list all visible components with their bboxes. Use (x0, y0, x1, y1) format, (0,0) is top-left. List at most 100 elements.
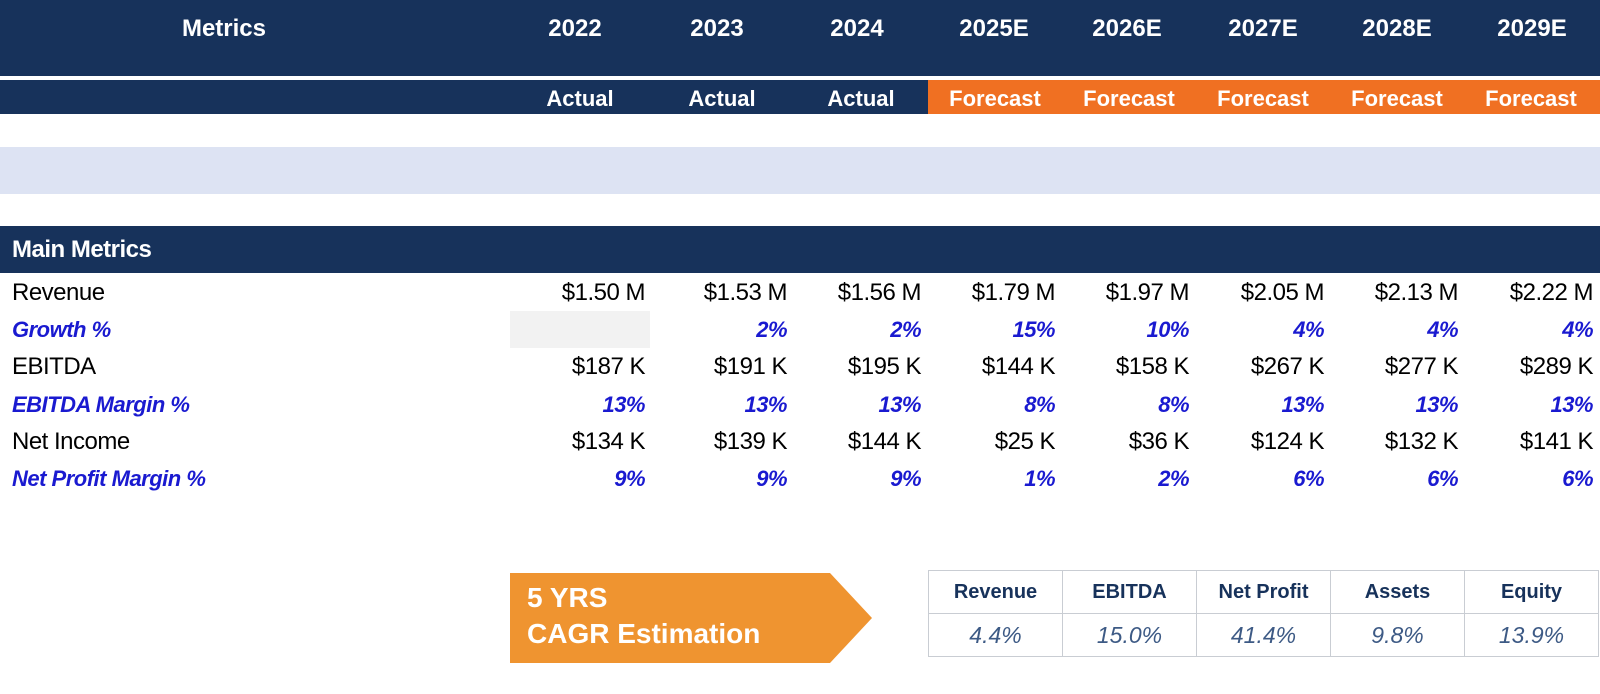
cell-value: $1.97 M (1105, 279, 1190, 306)
cagr-header-row: Revenue EBITDA Net Profit Assets Equity (928, 570, 1599, 614)
year-header: 2024 (830, 15, 884, 42)
row-label: EBITDA (12, 353, 96, 380)
cell-value: 6% (1427, 466, 1458, 491)
cagr-header: EBITDA (1062, 570, 1197, 614)
cell-value: 9% (890, 466, 921, 491)
cell-value: $277 K (1384, 353, 1459, 380)
type-label: Forecast (1083, 86, 1175, 111)
cell-value: $25 K (994, 428, 1056, 455)
cell-value: 4% (1427, 317, 1458, 342)
cagr-value: 15.0% (1062, 613, 1197, 657)
row-label: Net Profit Margin % (12, 466, 206, 491)
cell-value: $134 K (571, 428, 646, 455)
cell-value: $2.13 M (1374, 279, 1459, 306)
cagr-title-line2: CAGR Estimation (527, 618, 761, 649)
year-header: 2026E (1092, 15, 1162, 42)
cell-value: $187 K (571, 353, 646, 380)
table-row-ebitda: EBITDA $187 K $191 K $195 K $144 K $158 … (0, 348, 1600, 385)
cell-value: $139 K (713, 428, 788, 455)
cell-value: $2.05 M (1240, 279, 1325, 306)
cagr-header: Net Profit (1196, 570, 1331, 614)
cell-value: $1.79 M (971, 279, 1056, 306)
cell-value: 6% (1562, 466, 1593, 491)
cell-value: 13% (1550, 392, 1593, 417)
table-row-growth: Growth % 2% 2% 15% 10% 4% 4% 4% (0, 311, 1600, 348)
cell-value: $1.50 M (561, 279, 646, 306)
table-row-ebitda-margin: EBITDA Margin % 13% 13% 13% 8% 8% 13% 13… (0, 386, 1600, 423)
cell-value: 9% (756, 466, 787, 491)
cell-value: $144 K (847, 428, 922, 455)
type-label: Forecast (1217, 86, 1309, 111)
type-label: Forecast (1351, 86, 1443, 111)
cell-value: 4% (1562, 317, 1593, 342)
cell-value: 15% (1012, 317, 1055, 342)
section-title: Main Metrics (12, 236, 152, 263)
cagr-value: 13.9% (1464, 613, 1599, 657)
cagr-title-line1: 5 YRS (527, 582, 608, 613)
header-bar (0, 0, 1600, 76)
cell-value: 6% (1293, 466, 1324, 491)
cagr-value: 41.4% (1196, 613, 1331, 657)
cell-value: $267 K (1250, 353, 1325, 380)
type-label: Actual (688, 86, 756, 111)
cagr-header: Revenue (928, 570, 1063, 614)
cagr-value: 9.8% (1330, 613, 1465, 657)
cell-value: 8% (1024, 392, 1055, 417)
cell-value: $2.22 M (1509, 279, 1594, 306)
cell-value: $132 K (1384, 428, 1459, 455)
forecast-band (928, 80, 1600, 114)
cell-value: $36 K (1128, 428, 1190, 455)
cagr-table: Revenue EBITDA Net Profit Assets Equity … (928, 570, 1599, 657)
cell-value: 13% (1281, 392, 1324, 417)
year-header: 2027E (1228, 15, 1298, 42)
year-header: 2029E (1497, 15, 1567, 42)
cell-value: 2% (890, 317, 921, 342)
table-row-revenue: Revenue $1.50 M $1.53 M $1.56 M $1.79 M … (0, 274, 1600, 311)
type-label: Actual (827, 86, 895, 111)
cell-value: 13% (878, 392, 921, 417)
cell-value: 2% (756, 317, 787, 342)
cell-value: 13% (1415, 392, 1458, 417)
cell-value: 10% (1146, 317, 1189, 342)
cagr-value-row: 4.4% 15.0% 41.4% 9.8% 13.9% (928, 613, 1599, 657)
cell-value: $191 K (713, 353, 788, 380)
cell-value: 2% (1158, 466, 1189, 491)
type-label: Actual (546, 86, 614, 111)
cell-value: $141 K (1519, 428, 1594, 455)
cell-value: $195 K (847, 353, 922, 380)
metrics-header: Metrics (181, 15, 267, 42)
cell-value: 8% (1158, 392, 1189, 417)
year-header: 2023 (690, 15, 744, 42)
type-label: Forecast (949, 86, 1041, 111)
cagr-value: 4.4% (928, 613, 1063, 657)
subheader-bar (0, 80, 928, 114)
year-header: 2022 (548, 15, 602, 42)
cell-value: $1.53 M (703, 279, 788, 306)
cagr-header: Assets (1330, 570, 1465, 614)
cell-value: 4% (1293, 317, 1324, 342)
year-header: 2025E (959, 15, 1029, 42)
cell-value: $144 K (981, 353, 1056, 380)
cagr-arrow-shape (510, 573, 872, 663)
cell-value: 13% (744, 392, 787, 417)
row-label: Revenue (12, 279, 105, 306)
header-divider (0, 76, 1600, 80)
table-row-net-margin: Net Profit Margin % 9% 9% 9% 1% 2% 6% 6%… (0, 460, 1600, 497)
cagr-title: 5 YRS CAGR Estimation (527, 580, 760, 652)
row-label: Net Income (12, 428, 130, 455)
cell-value: $289 K (1519, 353, 1594, 380)
row-label: EBITDA Margin % (12, 392, 190, 417)
cell-value: $1.56 M (837, 279, 922, 306)
table-row-net-income: Net Income $134 K $139 K $144 K $25 K $3… (0, 423, 1600, 460)
section-header: Main Metrics (0, 226, 1600, 273)
cell-value: $158 K (1115, 353, 1190, 380)
cell-value: 13% (602, 392, 645, 417)
type-label: Forecast (1485, 86, 1577, 111)
empty-cell (510, 311, 650, 348)
spacer-band (0, 147, 1600, 194)
row-label: Growth % (12, 317, 111, 342)
cagr-header: Equity (1464, 570, 1599, 614)
cell-value: $124 K (1250, 428, 1325, 455)
cell-value: 1% (1024, 466, 1055, 491)
year-header: 2028E (1362, 15, 1432, 42)
